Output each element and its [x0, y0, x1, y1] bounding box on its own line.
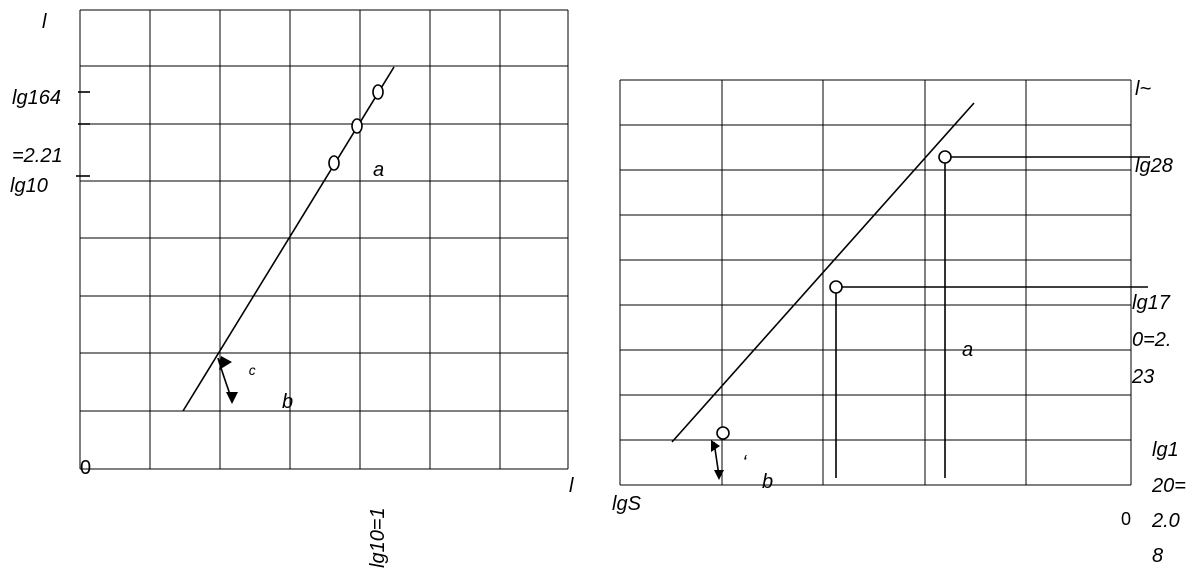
right-label-lg120-line2: 20= — [1151, 475, 1186, 497]
right-leader-lines — [835, 156, 1150, 478]
left-line-label-a: a — [373, 159, 384, 181]
left-x-axis-label: l — [569, 475, 574, 497]
left-angle-label-b: b — [282, 391, 293, 413]
left-angle-symbol: ᶜ — [248, 363, 256, 385]
left-y-label-value: =2.21 — [12, 145, 63, 167]
left-y-axis-label: l — [42, 11, 47, 33]
left-graph: l lg164 =2.21 lg10 a ᶜ b 0 l lg10=1 — [10, 9, 574, 568]
right-graph: l~ lg28 lg17 0=2. 23 a ʻ b lg1 20= 2.0 8… — [612, 78, 1186, 567]
right-data-point — [938, 150, 952, 164]
right-x-axis-label: lgS — [612, 493, 642, 515]
right-origin-label: 0 — [1121, 509, 1131, 529]
right-trend-line — [671, 102, 975, 443]
left-data-point — [351, 118, 363, 134]
left-angle-marker — [217, 356, 238, 404]
right-top-label: l~ — [1135, 78, 1151, 100]
right-data-point — [716, 426, 730, 440]
right-label-lg120-line3: 2.0 — [1151, 510, 1180, 532]
left-x-tick-label: lg10=1 — [367, 507, 389, 568]
left-origin-label: 0 — [80, 457, 91, 479]
left-y-label-lg164: lg164 — [12, 87, 61, 109]
left-y-ticks — [76, 91, 90, 177]
right-angle-marker — [711, 440, 724, 480]
right-label-lg170-line2: 0=2. — [1132, 329, 1171, 351]
right-data-point — [829, 280, 843, 294]
right-line-label-a: a — [962, 339, 973, 361]
left-trend-line — [182, 66, 395, 412]
left-data-point — [328, 155, 340, 171]
right-label-lg170-line3: 23 — [1131, 366, 1154, 388]
right-label-lg120-line1: lg1 — [1152, 439, 1179, 461]
right-label-lg120-line4: 8 — [1152, 545, 1163, 567]
left-y-label-lg10: lg10 — [10, 175, 48, 197]
left-data-point — [372, 84, 384, 100]
right-label-lg170-line1: lg17 — [1132, 292, 1171, 314]
left-grid — [79, 9, 569, 470]
right-grid — [619, 79, 1132, 486]
right-angle-label-b: b — [762, 471, 773, 493]
right-angle-symbol: ʻ — [742, 453, 748, 475]
right-label-lg28: lg28 — [1135, 155, 1173, 177]
